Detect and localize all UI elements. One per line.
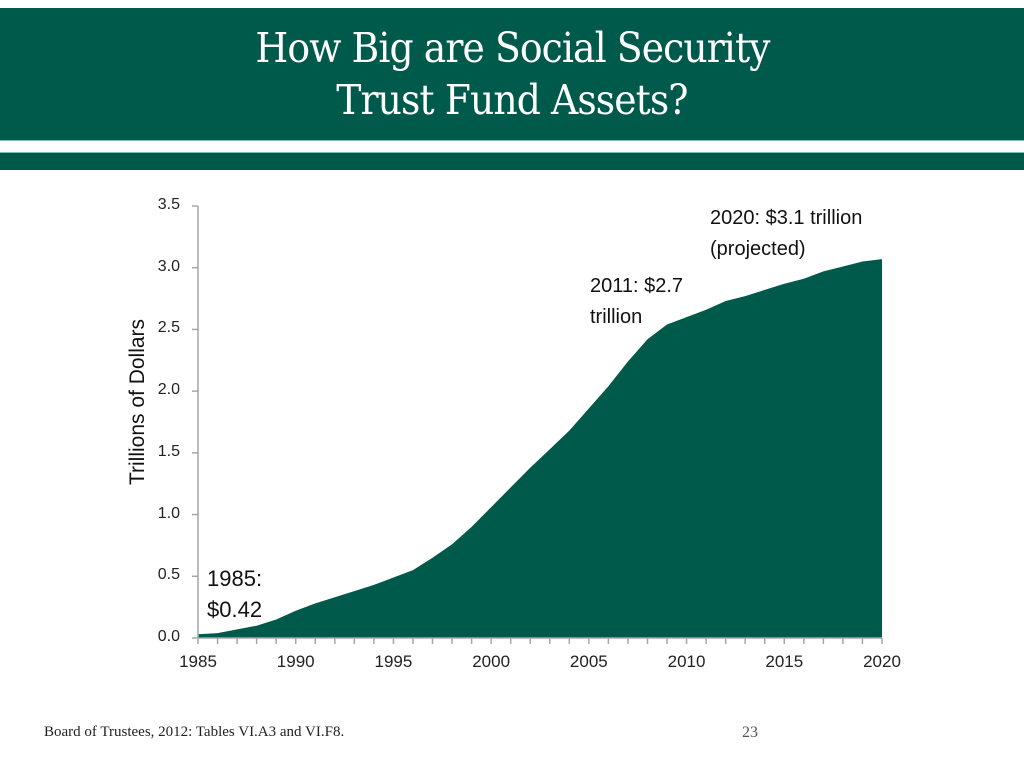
- y-tick-label: 0.0: [157, 628, 180, 645]
- area-series: [198, 259, 882, 638]
- x-tick-label: 2010: [667, 652, 706, 671]
- decorative-divider-bar: [0, 152, 1024, 170]
- annotation-2011-line1: 2011: $2.7: [590, 275, 684, 297]
- y-tick-label: 1.5: [157, 442, 180, 460]
- annotation-2011: 2011: $2.7 trillion: [590, 271, 683, 333]
- annotation-1985-line2: $0.42: [207, 597, 263, 622]
- annotation-2020: 2020: $3.1 trillion (projected): [710, 203, 862, 265]
- x-tick-label: 1990: [276, 652, 315, 671]
- slide-title-line-1: How Big are Social Security: [254, 24, 770, 72]
- y-tick-label: 3.0: [157, 257, 180, 275]
- y-tick-label: 0.5: [157, 566, 180, 584]
- annotation-2011-line2: trillion: [590, 306, 643, 328]
- y-axis-label: Trillions of Dollars: [126, 318, 149, 486]
- source-citation: Board of Trustees, 2012: Tables VI.A3 an…: [44, 724, 345, 740]
- annotation-1985: 1985: $0.42: [207, 563, 262, 625]
- x-tick-label: 2005: [569, 652, 608, 671]
- x-tick-label: 2000: [472, 652, 511, 671]
- x-tick-label: 2015: [765, 652, 804, 671]
- x-tick-label: 1985: [179, 652, 217, 671]
- x-tick-label: 2020: [863, 652, 901, 671]
- x-tick-label: 1995: [374, 652, 413, 671]
- annotation-2020-line1: 2020: $3.1 trillion: [710, 207, 863, 229]
- y-tick-label: 2.0: [157, 381, 180, 399]
- annotation-1985-line1: 1985:: [207, 566, 263, 591]
- title-banner: How Big are Social Security Trust Fund A…: [0, 8, 1024, 141]
- y-tick-label: 2.5: [157, 319, 180, 337]
- y-tick-label: 3.5: [157, 196, 180, 213]
- slide-title-line-2: Trust Fund Assets?: [336, 76, 688, 124]
- annotation-2020-line2: (projected): [710, 238, 806, 260]
- y-tick-label: 1.0: [157, 504, 180, 522]
- page-number: 23: [742, 724, 758, 741]
